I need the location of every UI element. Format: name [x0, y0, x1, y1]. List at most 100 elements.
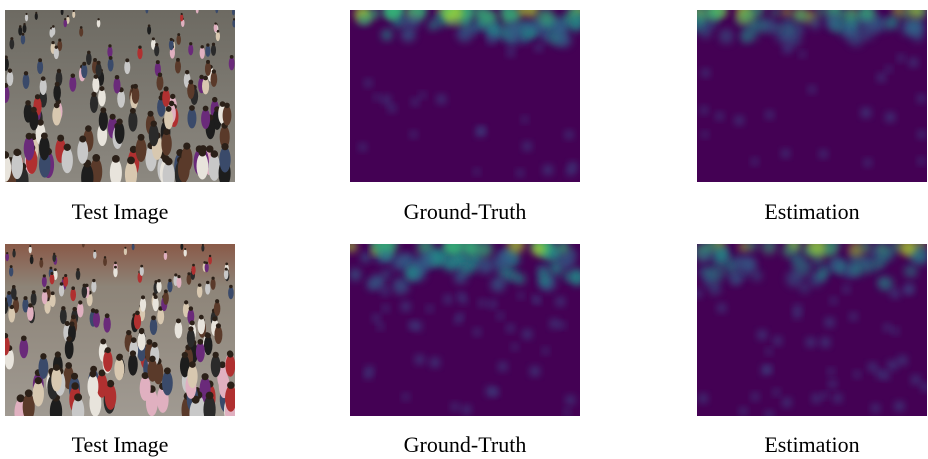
- panel-caption: Ground-Truth: [404, 432, 527, 457]
- person-head: [163, 128, 170, 135]
- person: [184, 249, 187, 257]
- person: [114, 358, 124, 381]
- person-head: [97, 18, 99, 20]
- person: [204, 336, 213, 356]
- person-head: [133, 84, 138, 89]
- density-blob: [385, 8, 397, 20]
- person: [63, 276, 68, 287]
- person-head: [35, 94, 40, 99]
- person: [52, 254, 56, 262]
- person: [63, 19, 67, 27]
- person: [99, 110, 108, 131]
- density-blob: [860, 241, 872, 253]
- person: [205, 282, 210, 294]
- density-blob: [349, 268, 362, 281]
- person-head: [198, 283, 202, 287]
- person: [9, 267, 13, 277]
- density-point: [487, 37, 494, 44]
- person-head: [94, 309, 99, 314]
- person-head: [25, 13, 27, 15]
- density-point: [751, 393, 759, 401]
- person: [82, 241, 85, 247]
- person: [198, 317, 205, 334]
- density-blob: [719, 29, 734, 44]
- person-head: [71, 286, 75, 290]
- person: [3, 57, 9, 70]
- density-blob: [753, 4, 765, 16]
- person: [219, 147, 230, 173]
- person-head: [227, 381, 234, 388]
- person: [167, 280, 172, 292]
- person-head: [221, 143, 228, 150]
- person-head: [71, 373, 78, 380]
- person-head: [91, 92, 96, 97]
- density-point: [761, 365, 771, 375]
- person: [175, 60, 181, 74]
- density-blob: [698, 249, 712, 263]
- person-head: [164, 289, 168, 293]
- density-blob: [782, 7, 792, 17]
- density-blob: [731, 276, 741, 286]
- density-point: [382, 95, 391, 104]
- person: [2, 85, 10, 102]
- person-head: [213, 352, 219, 358]
- person: [23, 73, 30, 89]
- person-head: [79, 135, 86, 142]
- person-head: [201, 45, 204, 48]
- person: [180, 14, 183, 21]
- person: [1, 336, 10, 356]
- person: [7, 71, 14, 86]
- density-blob: [859, 23, 876, 40]
- density-blob: [506, 21, 523, 38]
- density-blob: [514, 273, 526, 285]
- person: [128, 111, 137, 132]
- person-head: [51, 291, 55, 295]
- person: [39, 259, 43, 268]
- density-point: [542, 348, 548, 354]
- person-head: [124, 247, 126, 249]
- person: [77, 139, 88, 164]
- person: [29, 110, 38, 131]
- density-blob: [782, 18, 794, 30]
- person-head: [25, 389, 33, 397]
- person-head: [82, 240, 84, 242]
- person-head: [164, 367, 171, 374]
- person: [205, 62, 211, 76]
- person: [191, 265, 195, 275]
- person-head: [164, 251, 166, 253]
- person-head: [184, 300, 188, 304]
- density-point: [830, 297, 837, 304]
- person-head: [115, 75, 120, 80]
- density-blob: [381, 236, 398, 253]
- person: [38, 356, 48, 378]
- person: [153, 297, 159, 311]
- person-head: [211, 277, 214, 280]
- person-head: [3, 297, 7, 301]
- density-point: [430, 358, 440, 368]
- person-head: [93, 58, 97, 62]
- person: [93, 251, 96, 259]
- person-head: [82, 62, 86, 66]
- density-point: [892, 328, 899, 335]
- person-head: [206, 43, 209, 46]
- person-head: [55, 82, 60, 87]
- person-head: [13, 149, 21, 157]
- person-head: [8, 69, 12, 73]
- person-head: [206, 281, 209, 284]
- density-point: [700, 106, 707, 113]
- person-head: [3, 83, 8, 88]
- person-head: [100, 339, 106, 345]
- person-head: [35, 12, 37, 14]
- density-point: [819, 150, 827, 158]
- person-head: [60, 282, 63, 285]
- person: [125, 160, 137, 188]
- density-blob: [522, 21, 532, 31]
- person-head: [64, 144, 71, 151]
- person: [51, 367, 62, 391]
- person-head: [85, 125, 92, 132]
- person-head: [212, 316, 217, 321]
- person: [187, 365, 197, 389]
- density-blob: [884, 17, 897, 30]
- density-blob: [691, 14, 704, 27]
- density-point: [884, 324, 891, 331]
